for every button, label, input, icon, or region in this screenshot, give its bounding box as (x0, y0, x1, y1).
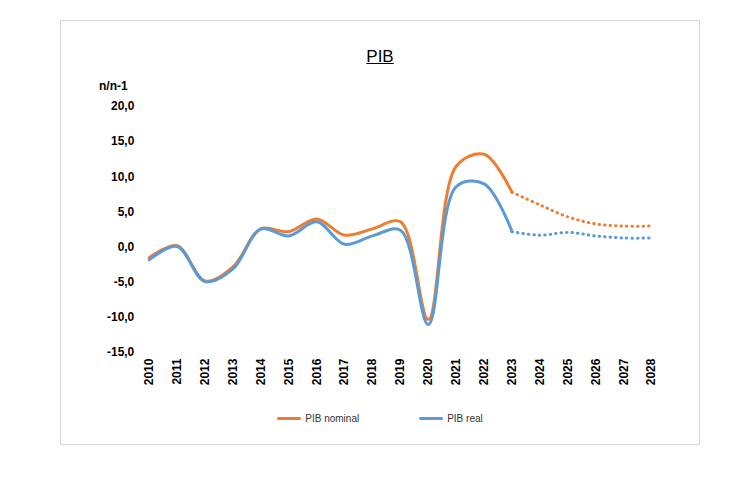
svg-text:2027: 2027 (617, 358, 631, 385)
svg-text:2012: 2012 (198, 358, 212, 385)
svg-text:2014: 2014 (254, 358, 268, 385)
svg-text:-10,0: -10,0 (107, 310, 135, 324)
svg-text:2028: 2028 (644, 358, 658, 385)
svg-text:2016: 2016 (310, 358, 324, 385)
html-text:n/n-1: n/n-1 (99, 79, 128, 93)
svg-text:5,0: 5,0 (118, 205, 135, 219)
svg-text:2015: 2015 (282, 358, 296, 385)
svg-text:15,0: 15,0 (111, 134, 135, 148)
svg-text:2025: 2025 (561, 358, 575, 385)
svg-text:2010: 2010 (142, 358, 156, 385)
svg-text:2022: 2022 (477, 358, 491, 385)
svg-text:2019: 2019 (393, 358, 407, 385)
svg-text:2021: 2021 (449, 358, 463, 385)
svg-text:2020: 2020 (421, 358, 435, 385)
svg-text:-15,0: -15,0 (107, 345, 135, 359)
svg-text:2023: 2023 (505, 358, 519, 385)
svg-text:2024: 2024 (533, 358, 547, 385)
svg-text:-5,0: -5,0 (114, 275, 135, 289)
svg-text:2017: 2017 (337, 358, 351, 385)
svg-text:2011: 2011 (170, 358, 184, 384)
svg-text:2026: 2026 (589, 358, 603, 385)
svg-text:10,0: 10,0 (111, 170, 135, 184)
svg-text:0,0: 0,0 (118, 240, 135, 254)
html-text:PIB real: PIB real (447, 413, 483, 424)
html-text:PIB: PIB (366, 47, 394, 66)
svg-text:2013: 2013 (226, 358, 240, 385)
svg-text:20,0: 20,0 (111, 99, 135, 113)
html-text:PIB nominal: PIB nominal (305, 413, 360, 424)
svg-text:2018: 2018 (365, 358, 379, 385)
